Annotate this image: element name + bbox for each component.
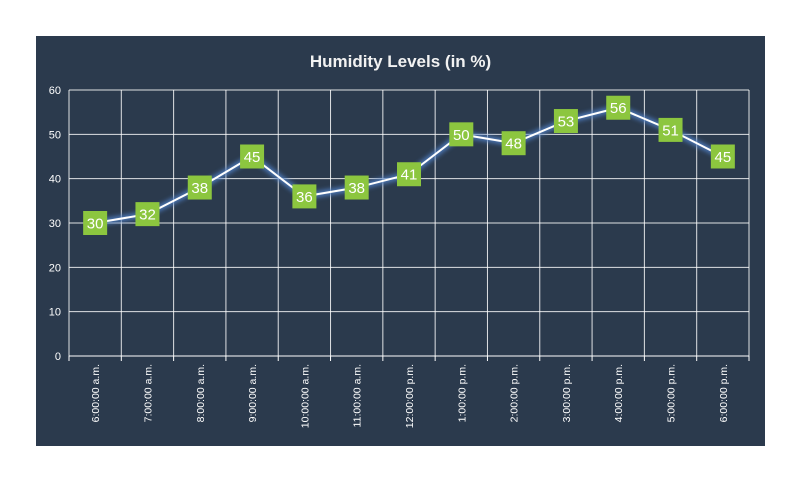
data-label: 56: [610, 100, 627, 117]
x-axis-ticks: 6:00:00 a.m. 7:00:00 a.m. 8:00:00 a.m. 9:00…: [90, 364, 730, 428]
y-tick-label: 60: [49, 85, 61, 97]
data-label: 41: [401, 167, 418, 184]
data-label: 38: [348, 180, 365, 197]
x-tick-label: 5:00:00 p.m.: [666, 364, 678, 422]
data-label: 45: [715, 149, 732, 166]
data-label: 51: [662, 122, 679, 139]
gridlines: [68, 89, 750, 361]
data-point-marker: [344, 175, 369, 200]
x-tick-label: 6:00:00 a.m.: [90, 364, 102, 422]
data-point-marker: [710, 144, 735, 169]
data-point-marker: [501, 131, 526, 156]
data-label: 48: [505, 136, 522, 153]
data-point-marker: [449, 122, 474, 147]
data-point-marker: [292, 184, 317, 209]
y-tick-label: 30: [49, 218, 61, 230]
y-tick-label: 40: [49, 174, 61, 186]
data-point-marker: [240, 144, 265, 169]
chart-panel: Humidity Levels (in %) 0 10 20 30 40 50 60 6:0…: [36, 36, 765, 446]
x-tick-label: 4:00:00 p.m.: [613, 364, 625, 422]
data-label: 50: [453, 127, 470, 144]
x-tick-label: 10:00:00 a.m.: [299, 364, 311, 428]
y-tick-label: 50: [49, 129, 61, 141]
x-tick-label: 12:00:00 p.m.: [404, 364, 416, 428]
x-tick-label: 9:00:00 a.m.: [247, 364, 259, 422]
data-point-marker: [606, 95, 631, 120]
data-label: 30: [87, 216, 104, 233]
data-point-marker: [397, 162, 421, 187]
x-tick-label: 6:00:00 p.m.: [718, 364, 730, 422]
y-tick-label: 0: [55, 351, 61, 363]
data-point-marker: [658, 117, 683, 142]
data-label: 38: [191, 180, 208, 197]
x-tick-label: 3:00:00 p.m.: [561, 364, 573, 422]
x-tick-label: 11:00:00 a.m.: [352, 364, 364, 427]
data-point-marker: [187, 175, 212, 200]
x-tick-label: 2:00:00 p.m.: [509, 364, 521, 422]
y-tick-label: 10: [49, 307, 61, 319]
line-chart: Humidity Levels (in %) 0 10 20 30 40 50 60 6:0…: [49, 52, 750, 428]
y-tick-label: 20: [49, 262, 61, 274]
data-point-marker: [83, 211, 108, 235]
data-label: 53: [558, 114, 575, 131]
x-tick-label: 7:00:00 a.m.: [142, 364, 154, 422]
x-tick-label: 8:00:00 a.m.: [195, 364, 207, 422]
x-tick-label: 1:00:00 p.m.: [456, 364, 468, 422]
data-label: 45: [244, 149, 261, 166]
chart-title: Humidity Levels (in %): [310, 52, 491, 71]
data-label: 36: [296, 189, 313, 206]
data-point-marker: [553, 109, 578, 134]
data-label: 32: [139, 207, 156, 224]
y-axis-ticks: 0 10 20 30 40 50 60: [49, 85, 61, 363]
data-point-marker: [135, 202, 160, 227]
data-points: 30 32 38 45 36 38 41 50 48 53 56 51 45: [83, 95, 735, 235]
